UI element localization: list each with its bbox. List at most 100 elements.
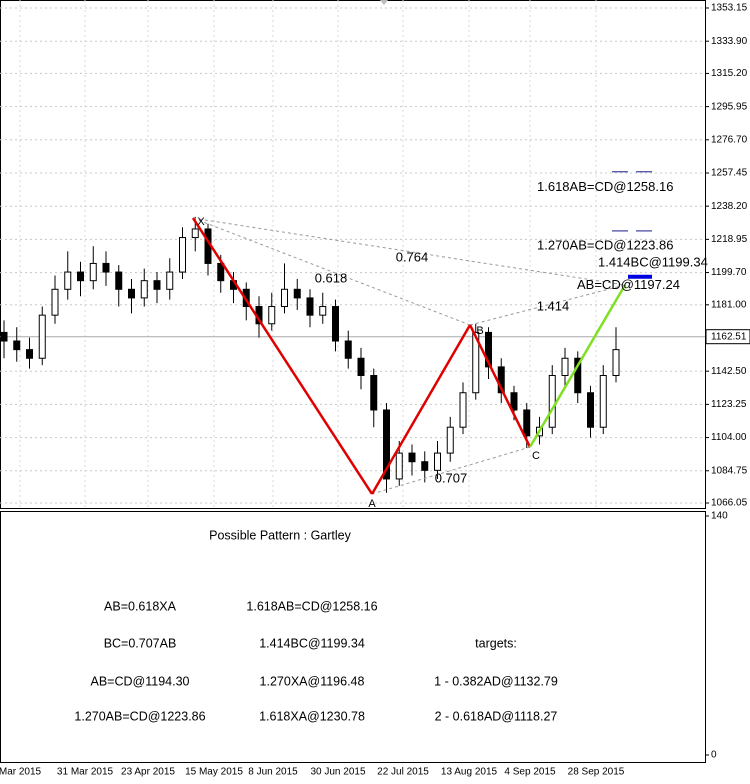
candle-body (281, 288, 288, 308)
candle-body (179, 237, 186, 273)
ratio-label: 0.707 (435, 470, 468, 485)
y-tick-label: 1238.20 (711, 201, 748, 212)
candle-body (128, 288, 135, 299)
info-text: AB=0.618XA (104, 599, 177, 613)
y-tick-label: 1333.90 (711, 36, 748, 47)
candle-body (472, 331, 480, 394)
info-title: Possible Pattern : Gartley (209, 528, 351, 542)
x-tick-label: 23 Apr 2015 (121, 767, 175, 778)
candle-body (434, 452, 441, 471)
candle-body (38, 314, 46, 359)
y-tick-label: 1218.95 (711, 234, 748, 245)
candle-body (459, 392, 467, 428)
candle-body (408, 452, 416, 463)
candles (0, 216, 620, 493)
point-label: C (532, 450, 540, 462)
axes: 1353.15 1333.90 1315.20 1295.95 1276.70 1257.… (0, 3, 750, 778)
candle-body (0, 331, 8, 342)
candle-body (51, 288, 59, 316)
pattern-leg (370, 324, 472, 495)
candle-body (523, 409, 531, 437)
candle-body (191, 228, 199, 239)
candle-body (268, 306, 276, 325)
candle-body (612, 349, 620, 377)
candle-body (395, 452, 403, 480)
candle-body (115, 271, 123, 290)
info-text: 1.618AB=CD@1258.16 (246, 599, 377, 613)
level-label: AB=CD@1197.24 (577, 277, 680, 292)
x-tick-label: 8 Jun 2015 (248, 767, 298, 778)
candle-body (574, 357, 582, 394)
indicator-frame (0, 511, 706, 763)
candle-body (13, 340, 21, 351)
candle-body (306, 297, 314, 316)
pattern-leg (528, 284, 627, 448)
info-text: 1.618XA@1230.78 (259, 709, 365, 723)
y-tick-label: 1257.45 (711, 168, 748, 179)
candle-body (319, 306, 327, 316)
candle-body (293, 288, 301, 299)
ratio-label: 0.764 (396, 249, 429, 264)
point-label: B (476, 325, 483, 337)
y-tick-label: 1315.20 (711, 68, 748, 79)
info-text: BC=0.707AB (104, 636, 177, 650)
candle-body (561, 357, 569, 376)
candle-body (421, 461, 429, 471)
current-price-box (705, 329, 750, 345)
candle-body (140, 280, 148, 299)
info-text: AB=CD@1194.30 (91, 674, 190, 688)
y-tick-label: 140 (711, 511, 728, 522)
candle-body (357, 357, 365, 376)
pattern-guide (469, 284, 626, 326)
ratio-label: 1.414 (537, 298, 570, 313)
pattern-guide (192, 217, 626, 286)
y-tick-label: 1104.00 (711, 432, 747, 443)
pattern-leg (468, 324, 532, 448)
x-tick-label: 28 Sep 2015 (568, 767, 625, 778)
info-text: 1.270AB=CD@1223.86 (74, 709, 205, 723)
info-text: 1 - 0.382AD@1132.79 (434, 674, 558, 688)
candle-body (548, 375, 556, 428)
pattern-leg (191, 217, 374, 495)
candle-body (166, 271, 174, 290)
point-label: A (368, 498, 376, 510)
candle-body (102, 262, 110, 273)
current-price-label: 1162.51 (711, 331, 747, 342)
candle-body (370, 375, 378, 411)
x-tick-label: 13 Aug 2015 (441, 767, 498, 778)
y-tick-label: 1353.15 (711, 3, 748, 14)
x-tick-label: 30 Jun 2015 (310, 767, 365, 778)
candle-body (332, 306, 339, 342)
candle-body (485, 331, 492, 368)
candle-body (26, 349, 33, 359)
x-tick-label: Mar 2015 (0, 767, 42, 778)
x-tick-label: 31 Mar 2015 (57, 767, 114, 778)
y-tick-label: 0 (711, 750, 717, 761)
y-tick-label: 1181.00 (711, 299, 747, 310)
y-tick-label: 1084.75 (711, 465, 748, 476)
info-text: 2 - 0.618AD@1118.27 (435, 709, 558, 723)
point-label: X (197, 216, 205, 228)
pattern: X A B C 0.618 0.764 0.707 1.414 1.618AB=CD@1258.… (191, 171, 708, 510)
info-text: 1.270XA@1196.48 (260, 674, 365, 688)
candle-body (77, 271, 84, 282)
y-tick-label: 1123.25 (711, 399, 747, 410)
level-label: 1.414BC@1199.34 (598, 255, 708, 270)
main-frame (0, 0, 706, 509)
candle-body (510, 392, 518, 411)
y-tick-label: 1142.50 (711, 366, 747, 377)
info-text: targets: (475, 636, 517, 650)
candle-body (587, 392, 594, 428)
candle-body (153, 280, 161, 290)
candle-body (599, 375, 607, 428)
ratio-label: 0.618 (315, 270, 348, 285)
level-label: 1.618AB=CD@1258.16 (537, 179, 673, 194)
y-tick-label: 1199.70 (711, 267, 747, 278)
level-label: 1.270AB=CD@1223.86 (537, 237, 673, 252)
info-text: 1.414BC@1199.34 (259, 636, 365, 650)
y-tick-label: 1066.05 (711, 498, 748, 509)
candle-body (217, 262, 225, 282)
scroll-marker (380, 0, 388, 5)
